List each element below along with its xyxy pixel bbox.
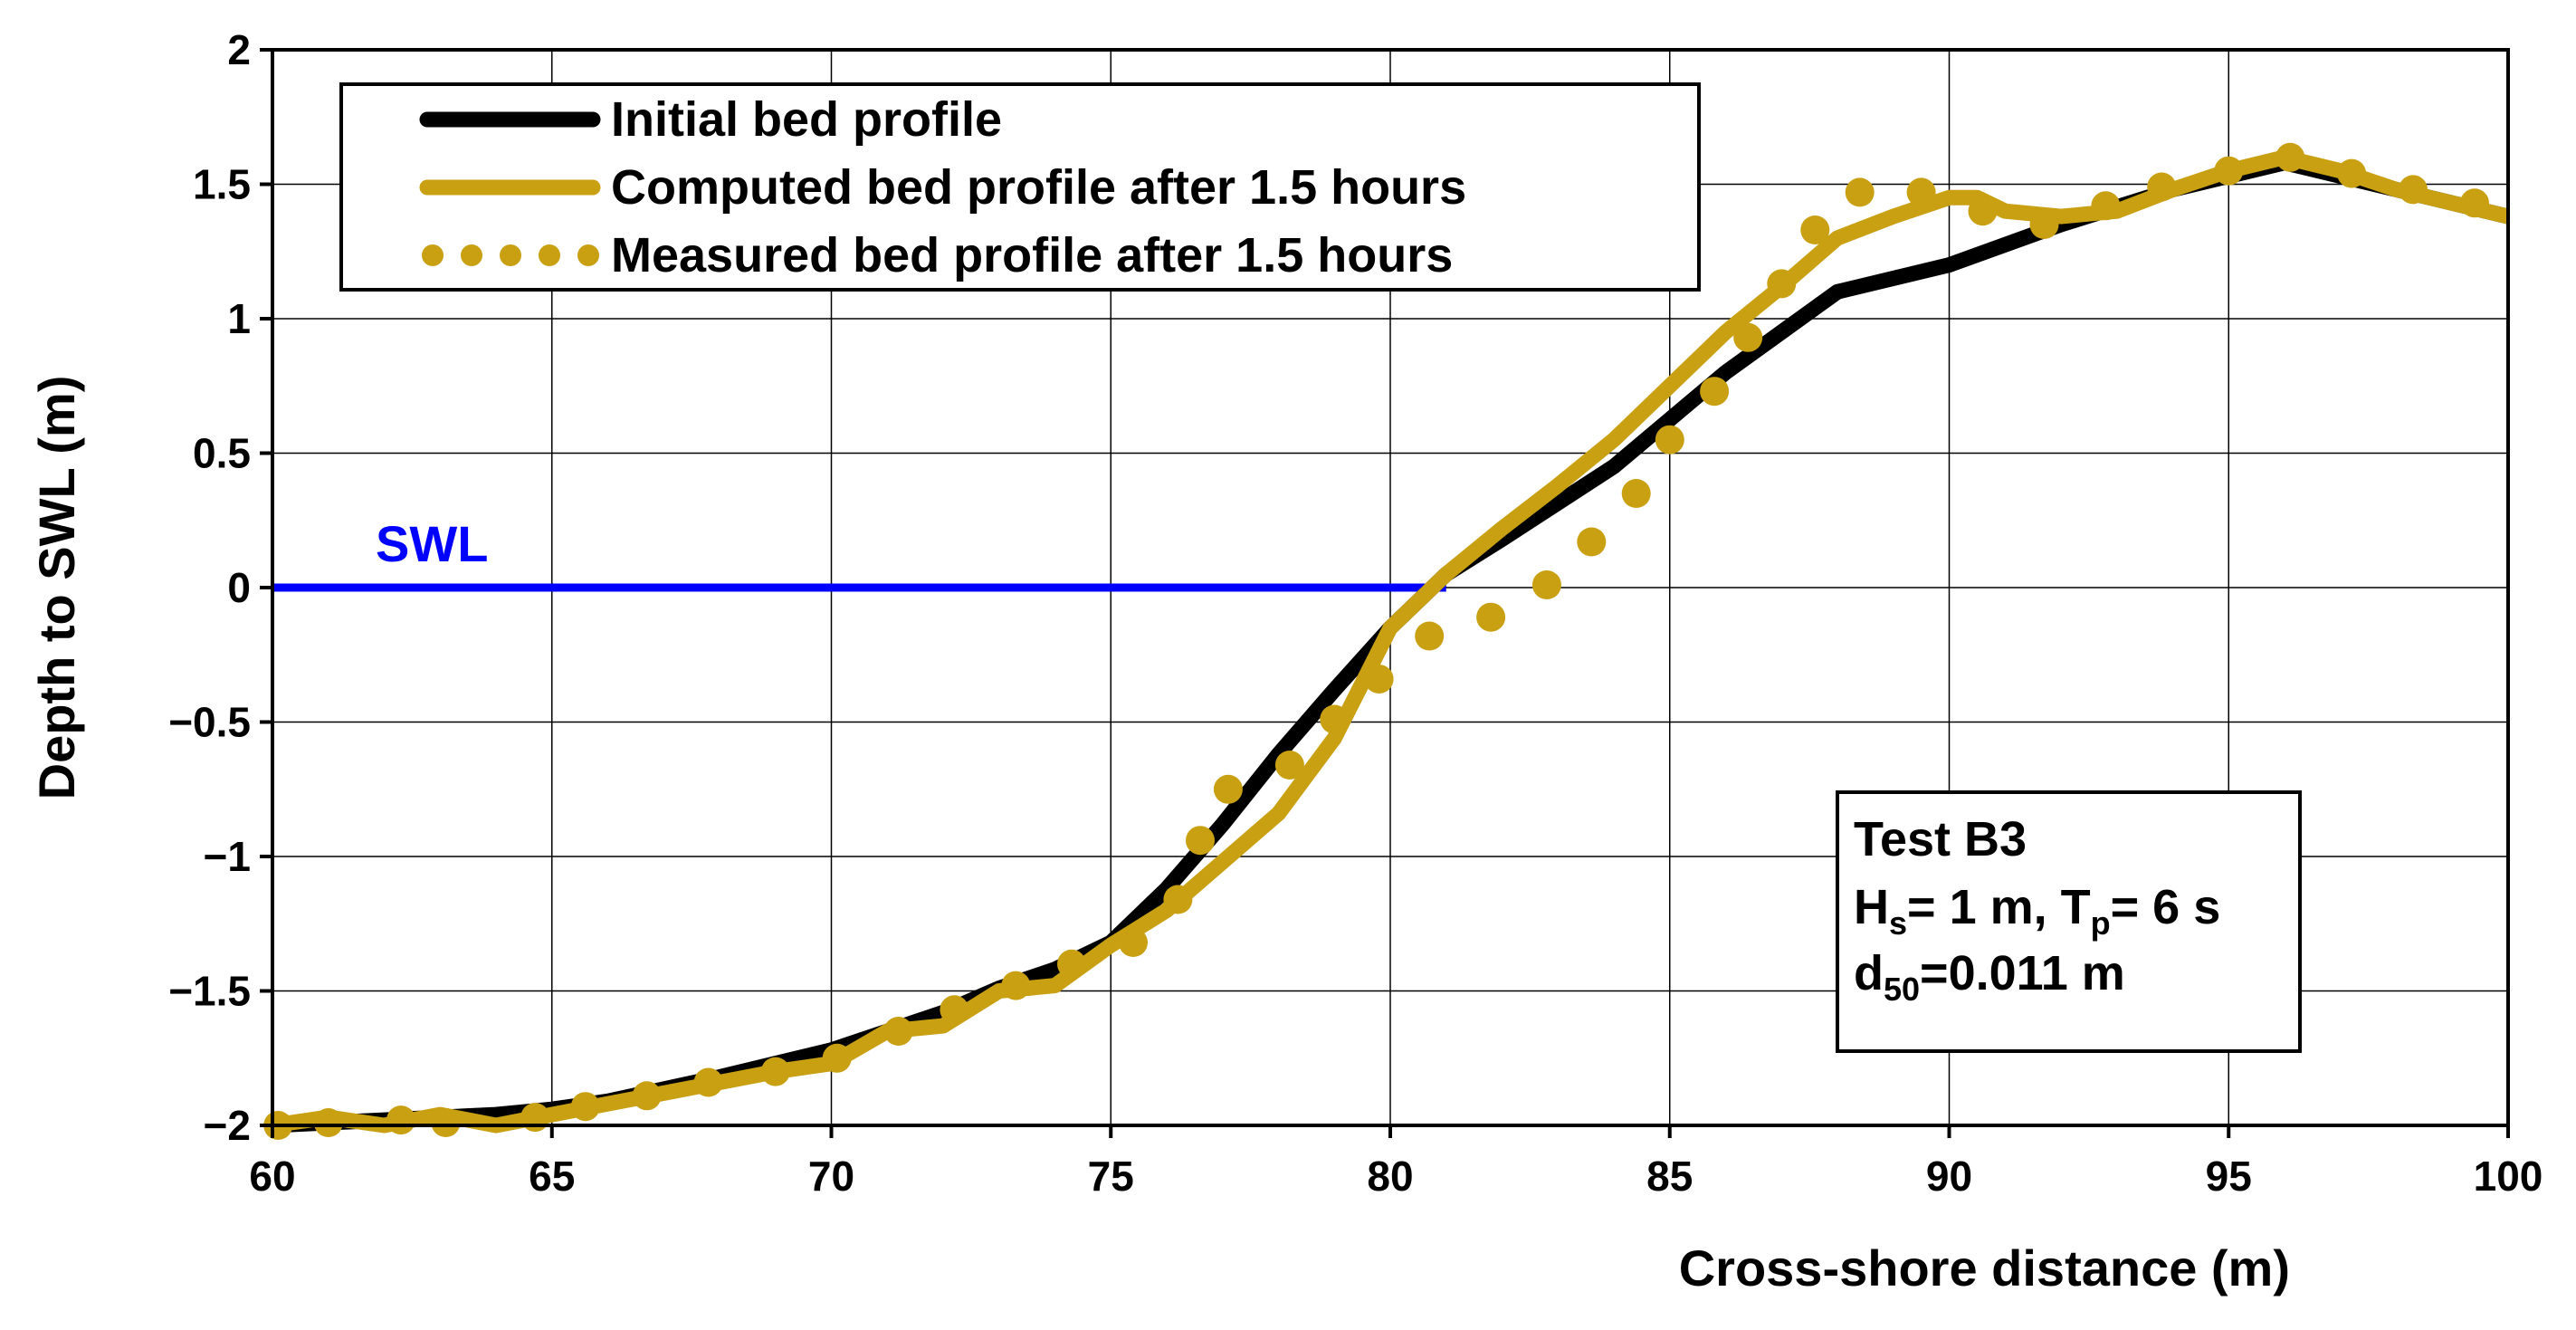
measured-point bbox=[1531, 570, 1561, 599]
measured-point bbox=[570, 1092, 600, 1122]
measured-point bbox=[883, 1017, 913, 1046]
y-tick-label: −1.5 bbox=[168, 968, 251, 1015]
legend-label-measured: Measured bed profile after 1.5 hours bbox=[611, 228, 1453, 282]
measured-point bbox=[2275, 142, 2305, 172]
measured-point bbox=[1320, 704, 1350, 734]
measured-point bbox=[1213, 774, 1243, 804]
measured-point bbox=[693, 1067, 723, 1097]
measured-point bbox=[1577, 527, 1607, 557]
measured-point bbox=[1186, 826, 1215, 856]
x-tick-label: 90 bbox=[1926, 1153, 1972, 1200]
x-tick-label: 100 bbox=[2474, 1153, 2543, 1200]
measured-point bbox=[1800, 215, 1830, 244]
measured-point bbox=[1476, 602, 1506, 632]
test-info-box: Test B3 Hs= 1 m, Tp= 6 s d50=0.011 m bbox=[1836, 790, 2302, 1053]
measured-point bbox=[520, 1103, 550, 1133]
x-tick-label: 95 bbox=[2206, 1153, 2252, 1200]
measured-point bbox=[431, 1108, 461, 1137]
y-tick-label: 0.5 bbox=[193, 430, 251, 477]
info-test-id: Test B3 bbox=[1854, 812, 2027, 866]
x-tick-label: 65 bbox=[529, 1153, 575, 1200]
info-wave-params: Hs= 1 m, Tp= 6 s bbox=[1854, 880, 2220, 942]
measured-point bbox=[940, 995, 969, 1025]
measured-point bbox=[2460, 188, 2489, 218]
measured-point bbox=[2337, 158, 2367, 188]
y-axis-title: Depth to SWL (m) bbox=[28, 376, 85, 800]
swl-label: SWL bbox=[376, 515, 488, 572]
measured-point bbox=[1364, 665, 1394, 694]
axis-ticks: 60 65 70 75 80 85 90 95 100 −2 −1.5 −1 −0.5 0 0.5 1 1.5 2 bbox=[168, 26, 2543, 1200]
measured-point bbox=[2399, 175, 2428, 205]
legend-swatch-measured bbox=[422, 244, 599, 266]
measured-point bbox=[822, 1043, 852, 1073]
measured-point bbox=[386, 1105, 415, 1135]
y-tick-label: −2 bbox=[204, 1102, 251, 1149]
x-tick-label: 75 bbox=[1088, 1153, 1134, 1200]
x-tick-label: 60 bbox=[249, 1153, 295, 1200]
info-box-frame bbox=[1836, 790, 2302, 1053]
measured-point bbox=[1163, 885, 1193, 914]
measured-point bbox=[1906, 177, 1936, 207]
measured-point bbox=[1057, 949, 1086, 979]
measured-point bbox=[1845, 177, 1875, 207]
y-tick-label: 0 bbox=[227, 564, 251, 611]
measured-point bbox=[760, 1057, 790, 1086]
measured-point bbox=[313, 1108, 343, 1137]
y-tick-label: 1.5 bbox=[193, 161, 251, 208]
measured-point bbox=[1767, 269, 1797, 299]
x-tick-label: 80 bbox=[1367, 1153, 1413, 1200]
measured-point bbox=[1968, 196, 1998, 226]
legend: Initial bed profile Computed bed profile… bbox=[339, 82, 1701, 292]
measured-point bbox=[2214, 156, 2244, 186]
legend-label-computed: Computed bed profile after 1.5 hours bbox=[611, 160, 1466, 215]
measured-point bbox=[1621, 479, 1651, 508]
measured-point bbox=[1700, 377, 1730, 407]
measured-point bbox=[2147, 172, 2177, 202]
measured-point bbox=[632, 1081, 662, 1111]
y-tick-label: −1 bbox=[204, 833, 251, 880]
measured-point bbox=[1655, 425, 1684, 454]
y-tick-label: 1 bbox=[227, 295, 251, 342]
measured-point bbox=[2029, 210, 2059, 239]
measured-point bbox=[2091, 191, 2121, 221]
info-grain-size: d50=0.011 m bbox=[1854, 946, 2125, 1008]
data-series bbox=[263, 142, 2510, 1140]
x-axis-title: Cross-shore distance (m) bbox=[1679, 1239, 2290, 1297]
x-tick-label: 70 bbox=[808, 1153, 854, 1200]
measured-point bbox=[1001, 971, 1031, 1000]
legend-label-initial: Initial bed profile bbox=[611, 92, 1002, 147]
y-tick-label: 2 bbox=[227, 26, 251, 73]
measured-point bbox=[1274, 751, 1304, 780]
measured-point bbox=[1119, 928, 1148, 957]
y-tick-label: −0.5 bbox=[168, 699, 251, 746]
measured-point bbox=[1733, 322, 1763, 352]
measured-point bbox=[1415, 621, 1445, 651]
x-tick-label: 85 bbox=[1646, 1153, 1693, 1200]
